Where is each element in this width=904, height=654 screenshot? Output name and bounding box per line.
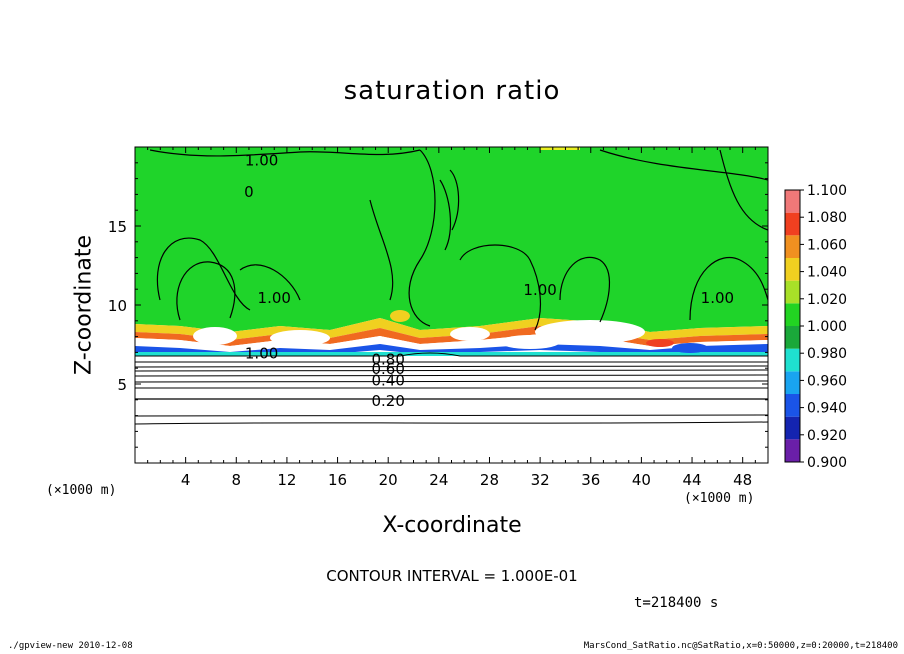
y-axis-label: Z-coordinate [71,235,97,375]
contour-label: 0 [244,183,254,201]
x-tick-label: 8 [232,471,242,489]
colorbar-segment [785,371,800,394]
cloud-blob [450,327,490,341]
colorbar-segment [785,326,800,349]
y-tick-label: 15 [108,218,127,236]
contour-labels: 0.20 0.400.600.80 1.00 1.00 1.00 1.00 1.00 0 [244,152,734,410]
colorbar-label: 1.060 [807,237,847,253]
contour-label: 1.00 [245,152,278,170]
colorbar: 0.900 0.920 0.940 0.960 0.980 1.000 1.020 1.040… [784,183,847,471]
contour-label: 1.00 [701,289,734,307]
contours-upper [149,149,768,331]
x-axis: 4 8 12 16 20 24 28 32 36 40 44 48 [147,147,756,489]
colorbar-label: 1.020 [807,292,847,308]
colorbar-segment [785,416,800,440]
contour-label: 1.00 [245,344,278,362]
contour-label: 1.00 [523,281,556,299]
colorbar-label: 0.960 [807,373,847,389]
x-tick-label: 36 [581,471,600,489]
cloud-blob [270,330,330,346]
x-tick-label: 28 [480,471,499,489]
cloud-blob [535,320,645,344]
x-tick-label: 16 [328,471,347,489]
colorbar-label: 1.100 [807,183,847,199]
contour-interval-label: CONTOUR INTERVAL = 1.000E-01 [326,567,578,585]
chart-title: saturation ratio [343,76,561,106]
y-tick-label: 5 [117,376,127,394]
colorbar-segment [785,348,800,372]
colorbar-segment [785,394,800,417]
saturated-region [135,147,768,332]
time-label: t=218400 s [634,595,719,611]
x-tick-label: 12 [277,471,296,489]
blue-patch [672,343,708,353]
x-axis-label: X-coordinate [382,513,522,538]
contour-label: 0.80 [371,351,404,369]
footer-source: MarsCond_SatRatio.nc@SatRatio,x=0:50000,… [583,641,898,651]
colorbar-segment [785,212,800,236]
contour-label: 0.40 [371,371,404,389]
x-tick-label: 32 [531,471,550,489]
x-unit-label-right: (×1000 m) [684,491,755,506]
colorbar-label: 1.040 [807,265,847,281]
colorbar-segment [785,439,800,462]
x-tick-label: 40 [632,471,651,489]
contour-label: 0.60 [371,360,404,378]
cloud-blob [193,327,237,345]
colorbar-label: 1.080 [807,210,847,226]
band-white [135,334,768,352]
x-tick-label: 24 [429,471,448,489]
colorbar-segment [785,280,800,304]
colorbar-label: 1.000 [807,319,847,335]
orange-patch [646,339,674,347]
x-unit-label: (×1000 m) [46,483,117,498]
x-tick-label: 20 [379,471,398,489]
colorbar-segment [785,303,800,326]
yellow-patch [390,310,410,322]
colorbar-label: 0.980 [807,346,847,362]
contour-label: 1.00 [258,289,291,307]
x-tick-label: 4 [181,471,191,489]
colorbar-label: 0.940 [807,401,847,417]
top-strip [540,147,580,150]
colorbar-label: 0.900 [807,455,847,471]
colorbar-segment [785,235,800,258]
contours-lower [135,352,768,425]
plot-area: 0.20 0.400.600.80 1.00 1.00 1.00 1.00 1.00 0 [135,147,768,463]
colorbar-label: 0.920 [807,428,847,444]
y-tick-label: 10 [108,297,127,315]
colorbar-segment [785,190,800,213]
contour-label: 0.20 [371,392,404,410]
colorbar-segment [785,258,800,281]
footer-command: ./gpview-new 2010-12-08 [8,641,133,651]
x-tick-label: 44 [682,471,701,489]
y-axis: 5 10 15 [108,162,768,448]
cloud-blob [500,335,560,349]
x-tick-label: 48 [733,471,752,489]
band-blue [135,344,768,356]
